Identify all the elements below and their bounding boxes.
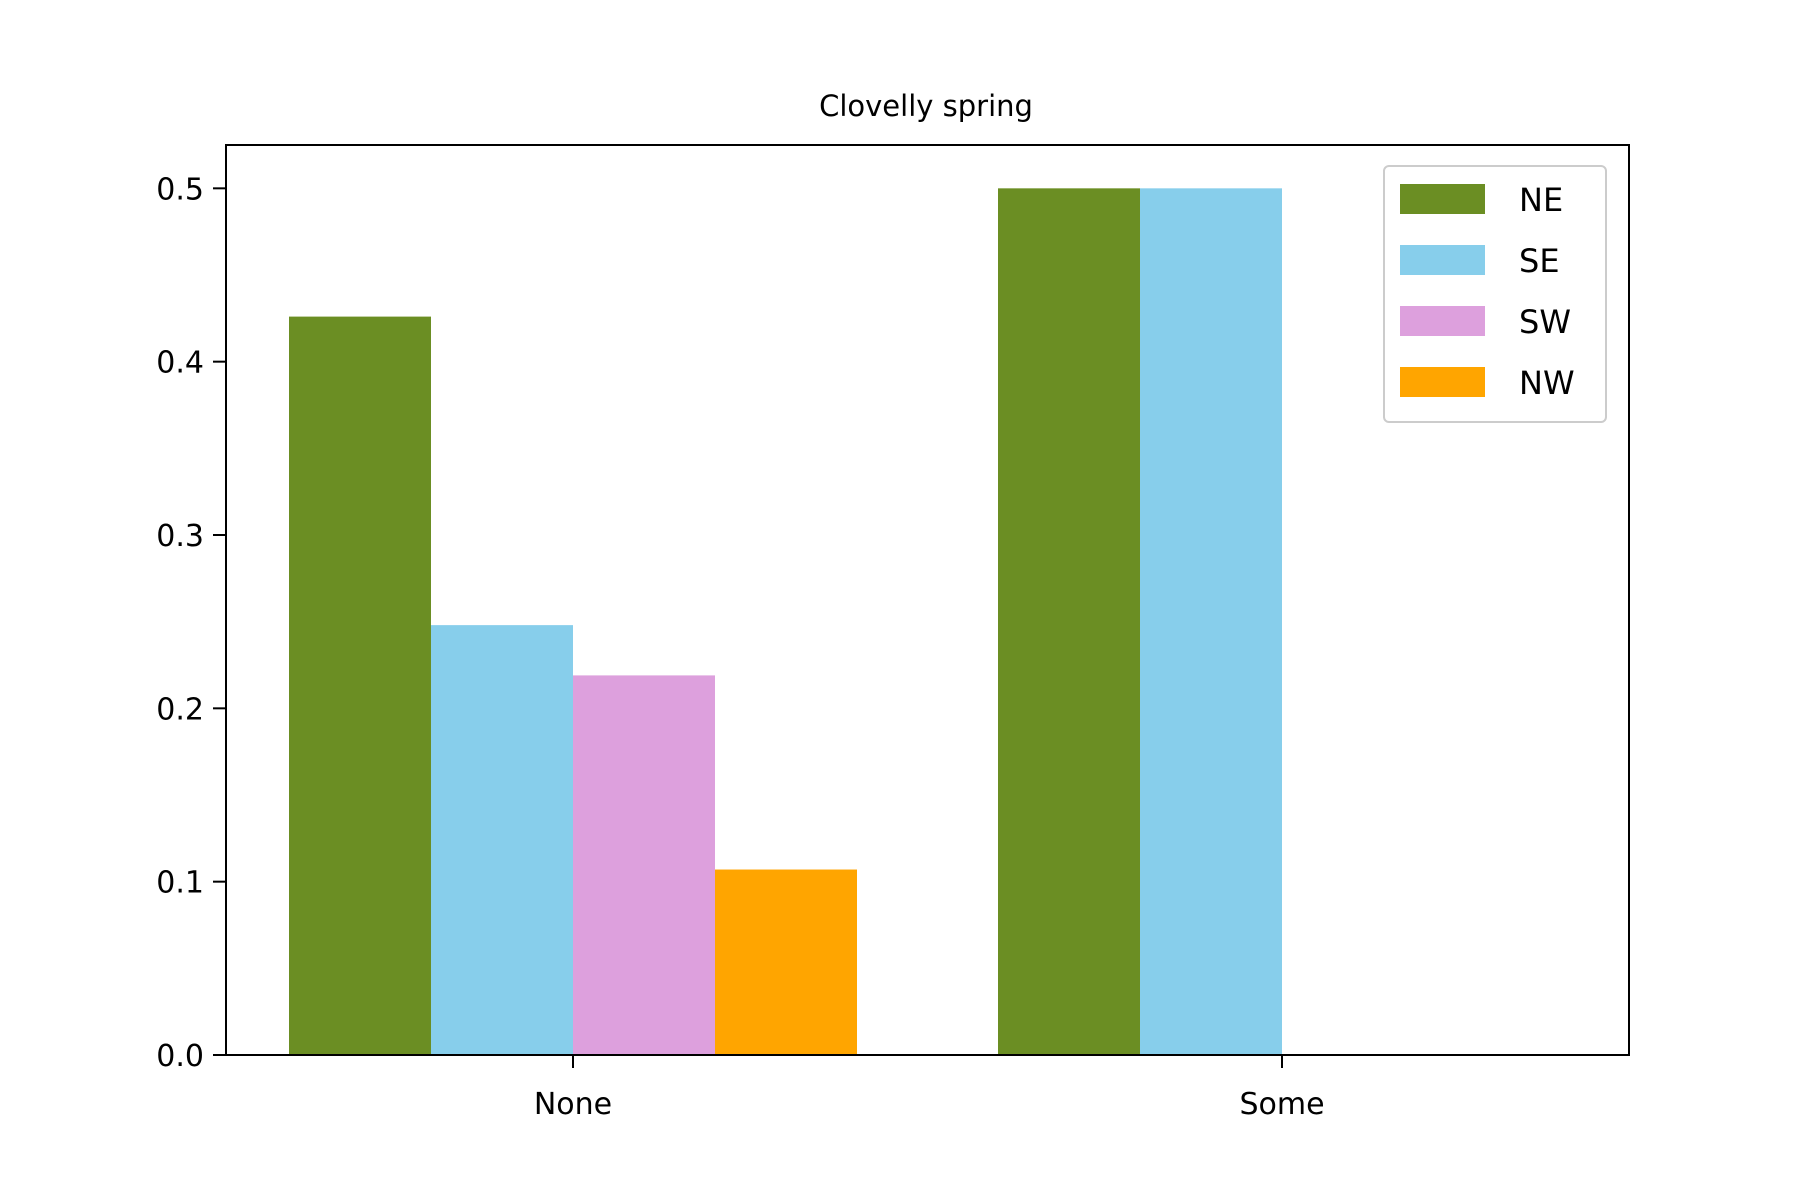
y-tick-label: 0.4 xyxy=(156,346,204,381)
legend-label-sw: SW xyxy=(1519,303,1571,341)
y-tick-label: 0.1 xyxy=(156,866,204,901)
y-tick-label: 0.2 xyxy=(156,692,204,727)
legend-box xyxy=(1383,165,1607,423)
legend-label-nw: NW xyxy=(1519,364,1575,402)
legend-swatch-ne xyxy=(1400,184,1485,214)
bar-sw-none xyxy=(573,675,715,1055)
x-tick-label-none: None xyxy=(534,1087,612,1122)
y-tick-label: 0.0 xyxy=(156,1039,204,1074)
legend: NE SE SW NW xyxy=(1383,165,1607,423)
legend-swatch-se xyxy=(1400,245,1485,275)
legend-swatch-sw xyxy=(1400,306,1485,336)
chart-title: Clovelly spring xyxy=(819,89,1033,123)
legend-swatch-nw xyxy=(1400,367,1485,397)
legend-label-se: SE xyxy=(1519,242,1560,280)
y-tick-label: 0.5 xyxy=(156,172,204,207)
bar-se-none xyxy=(431,625,573,1055)
y-axis: 0.0 0.1 0.2 0.3 0.4 0.5 xyxy=(156,172,226,1074)
legend-label-ne: NE xyxy=(1519,181,1563,219)
bar-ne-some xyxy=(998,188,1140,1056)
y-tick-label: 0.3 xyxy=(156,519,204,554)
bar-nw-none xyxy=(715,869,857,1055)
bar-ne-none xyxy=(289,316,431,1056)
bar-se-some xyxy=(1140,188,1282,1056)
x-axis: None Some xyxy=(534,1055,1325,1122)
plot-frame xyxy=(225,144,1630,1056)
x-tick-label-some: Some xyxy=(1239,1087,1324,1122)
bars-layer xyxy=(289,188,1282,1056)
